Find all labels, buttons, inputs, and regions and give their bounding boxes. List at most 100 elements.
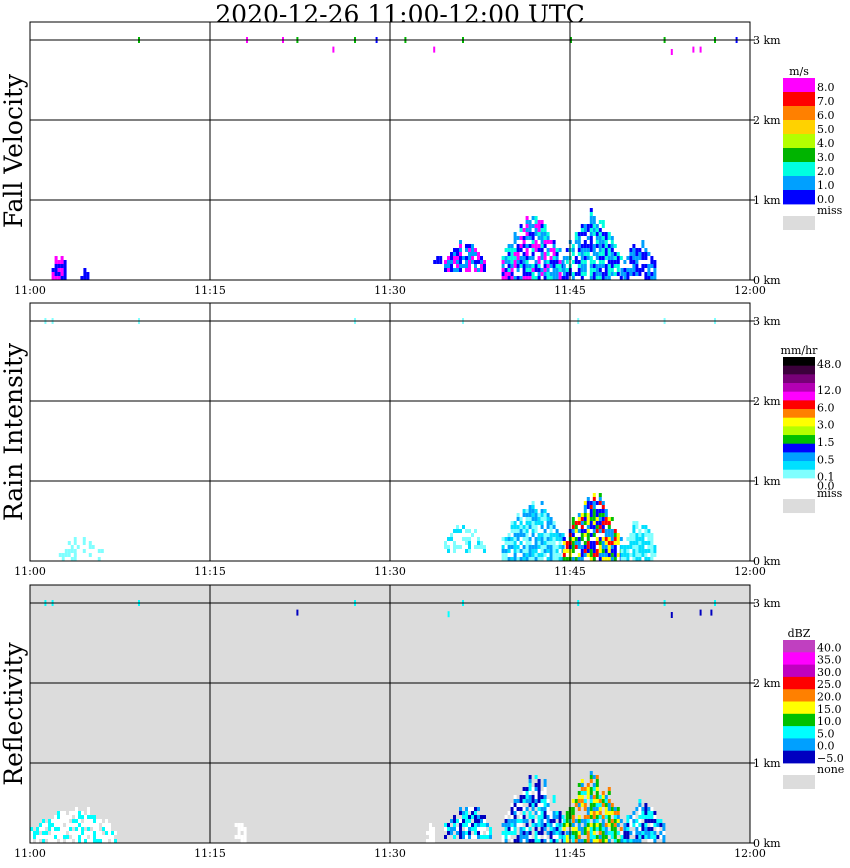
data-cell <box>604 264 608 268</box>
data-cell <box>96 827 99 831</box>
data-cell <box>555 276 559 280</box>
data-cell <box>638 823 642 827</box>
data-cell <box>519 831 523 835</box>
data-cell <box>522 791 526 795</box>
data-cell <box>549 541 553 545</box>
legend-swatch <box>783 357 815 367</box>
data-cell <box>63 268 67 272</box>
legend-unit: mm/hr <box>781 344 819 357</box>
data-cell <box>623 260 627 264</box>
data-cell <box>537 819 541 823</box>
data-cell <box>641 533 645 537</box>
data-cell <box>73 537 77 541</box>
data-cell <box>644 533 648 537</box>
data-cell <box>60 819 63 823</box>
data-cell <box>501 268 505 272</box>
data-cell <box>589 815 593 819</box>
data-cell <box>613 545 617 549</box>
x-tick-label: 11:00 <box>14 847 46 860</box>
data-cell <box>513 831 517 835</box>
data-cell <box>604 815 608 819</box>
data-cell <box>583 509 587 513</box>
data-cell <box>39 827 42 831</box>
data-cell <box>601 835 605 839</box>
data-cell <box>586 533 590 537</box>
data-cell <box>619 276 623 280</box>
data-cell <box>604 549 608 553</box>
data-cell <box>468 268 471 272</box>
data-cell <box>583 819 587 823</box>
data-cell <box>595 525 599 529</box>
data-cell <box>577 803 581 807</box>
data-cell <box>565 823 569 827</box>
data-cell <box>580 791 584 795</box>
data-cell <box>592 501 596 505</box>
data-cell <box>662 823 666 827</box>
data-cell <box>598 493 602 497</box>
data-cell <box>480 835 483 839</box>
data-cell <box>528 521 532 525</box>
data-cell <box>552 244 556 248</box>
data-cell <box>641 549 645 553</box>
data-cell <box>540 795 544 799</box>
data-cell <box>465 807 468 811</box>
data-cell <box>635 537 639 541</box>
data-cell <box>653 815 657 819</box>
data-cell <box>632 537 636 541</box>
data-cell <box>577 272 581 276</box>
data-cell <box>543 795 547 799</box>
data-cell <box>519 807 523 811</box>
legend-label: 48.0 <box>817 358 842 371</box>
data-cell <box>592 232 596 236</box>
data-cell <box>598 521 602 525</box>
legend-swatch <box>783 78 815 93</box>
data-cell <box>531 521 535 525</box>
data-cell <box>549 272 553 276</box>
data-cell <box>632 525 636 529</box>
data-cell <box>613 819 617 823</box>
data-cell <box>571 276 575 280</box>
data-cell <box>610 549 614 553</box>
data-cell <box>635 248 639 252</box>
legend-label: 1.0 <box>817 179 835 192</box>
data-cell <box>60 264 64 268</box>
data-cell <box>468 264 471 268</box>
data-cell <box>465 264 468 268</box>
data-cell <box>477 549 480 553</box>
data-cell <box>601 791 605 795</box>
data-cell <box>580 517 584 521</box>
data-cell <box>571 799 575 803</box>
x-tick-label: 11:30 <box>374 847 406 860</box>
data-cell <box>601 517 605 521</box>
data-cell <box>57 835 60 839</box>
data-cell <box>534 521 538 525</box>
data-cell <box>580 276 584 280</box>
data-cell <box>638 537 642 541</box>
data-cell <box>513 557 517 561</box>
data-cell <box>574 827 578 831</box>
data-cell <box>583 244 587 248</box>
data-cell <box>501 549 505 553</box>
data-cell <box>549 811 553 815</box>
data-cell <box>447 611 450 618</box>
data-cell <box>607 549 611 553</box>
data-cell <box>555 835 559 839</box>
data-cell <box>580 839 584 843</box>
data-cell <box>604 276 608 280</box>
data-cell <box>474 252 477 256</box>
data-cell <box>543 264 547 268</box>
data-cell <box>465 819 468 823</box>
y-tick-label: 1 km <box>753 475 781 488</box>
data-cell <box>632 549 636 553</box>
data-cell <box>632 252 636 256</box>
data-cell <box>453 541 456 545</box>
data-cell <box>595 276 599 280</box>
data-cell <box>598 839 602 843</box>
data-cell <box>45 831 48 835</box>
data-cell <box>604 252 608 256</box>
data-cell <box>635 827 639 831</box>
data-cell <box>629 272 633 276</box>
data-cell <box>583 232 587 236</box>
data-cell <box>513 537 517 541</box>
data-cell <box>549 557 553 561</box>
